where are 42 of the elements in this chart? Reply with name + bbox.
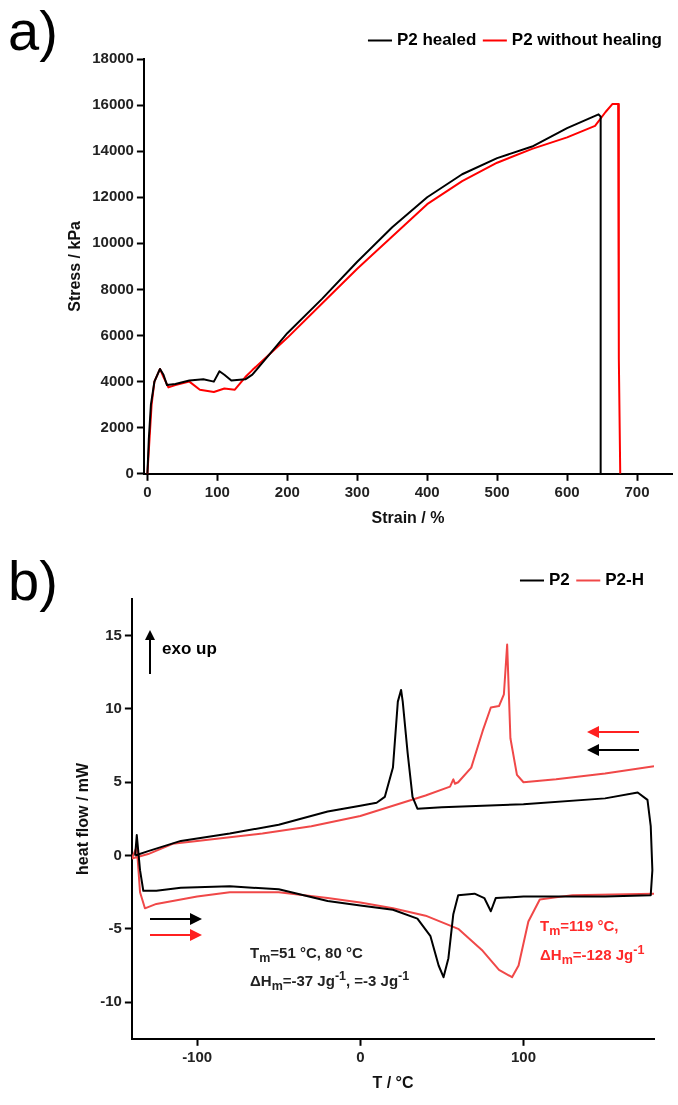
annotation: ΔH$_{m}$=-37 Jg$^{-1}$, =-3 Jg$^{-1}$ (250, 969, 410, 994)
x-tick-label: 100 (510, 1047, 536, 1065)
x-axis-title: Strain / % (371, 508, 445, 526)
x-tick-label: 500 (484, 482, 510, 500)
text: a) (8, 0, 58, 62)
x-tick-label: 300 (344, 482, 370, 500)
y-tick-label: 0 (113, 845, 122, 863)
y-tick-label: 16000 (92, 95, 134, 113)
x-tick-label: 400 (414, 482, 440, 500)
y-tick-label: 18000 (92, 49, 134, 67)
legend-label: P2 healed (396, 30, 477, 50)
y-tick-label: 0 (125, 463, 134, 481)
annotation: exo up (162, 639, 217, 659)
x-tick-label: 100 (204, 482, 230, 500)
y-axis-title: heat flow / mW (74, 762, 92, 875)
x-tick-label: 200 (274, 482, 300, 500)
x-axis-title: T / °C (372, 1073, 414, 1091)
annotation: T$_{m}$=119 °C, (540, 917, 619, 939)
annotation: T$_{m}$=51 °C, 80 °C (250, 944, 363, 966)
legend-label: P2-H (605, 570, 644, 590)
x-tick-label: 0 (356, 1047, 365, 1065)
x-tick-label: -100 (182, 1047, 213, 1065)
x-tick-label: 600 (554, 482, 580, 500)
y-tick-label: -5 (108, 918, 122, 936)
y-tick-label: 10000 (92, 233, 134, 251)
y-tick-label: 15 (105, 625, 122, 643)
y-tick-label: 5 (113, 772, 122, 790)
y-tick-label: 8000 (100, 279, 134, 297)
x-tick-label: 0 (143, 482, 152, 500)
x-tick-label: 700 (624, 482, 650, 500)
y-tick-label: 2000 (100, 417, 134, 435)
annotation: ΔH$_{m}$=-128 Jg$^{-1}$ (540, 943, 645, 968)
y-tick-label: 12000 (92, 187, 134, 205)
y-tick-label: -10 (100, 992, 122, 1010)
y-tick-label: 6000 (100, 325, 134, 343)
y-axis-title: Stress / kPa (66, 220, 84, 312)
legend-label: P2 (548, 570, 570, 590)
y-tick-label: 4000 (100, 371, 134, 389)
text: b) (8, 549, 58, 612)
y-tick-label: 10 (105, 699, 122, 717)
y-tick-label: 14000 (92, 141, 134, 159)
legend-label: P2 without healing (511, 30, 662, 50)
